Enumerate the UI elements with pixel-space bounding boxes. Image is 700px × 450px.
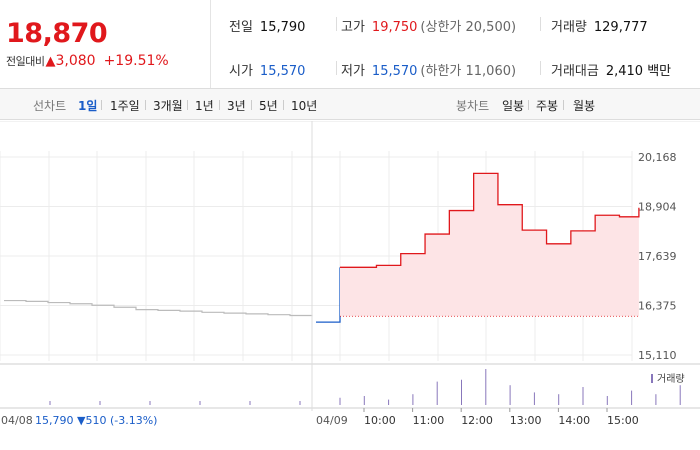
stat-value: 15,790 bbox=[259, 20, 306, 35]
tab-divider bbox=[528, 100, 529, 110]
x-tick-label: 14:00 bbox=[558, 414, 590, 427]
tab-daily-candle[interactable]: 일봉 bbox=[502, 99, 525, 113]
chart-period-tabs: 선차트 1일 1주일 3개월 1년 3년 5년 10년 봉차트 일봉 주봉 월봉 bbox=[0, 88, 700, 120]
prev-day-info: 15,790 ▼510 (-3.13%) bbox=[35, 414, 157, 427]
stat-value: 2,410 백만 bbox=[605, 64, 672, 79]
line-chart-label: 선차트 bbox=[33, 99, 67, 113]
stat-label: 고가 bbox=[341, 20, 365, 35]
tab-divider bbox=[219, 100, 220, 110]
stat-label: 거래대금 bbox=[551, 64, 599, 79]
stat-label: 전일 bbox=[229, 20, 253, 35]
tab-weekly-candle[interactable]: 주봉 bbox=[536, 99, 559, 113]
change-label: 전일대비 bbox=[6, 55, 45, 68]
stat-prev-close: 전일 15,790 bbox=[229, 16, 305, 35]
x-tick-label: 04/08 bbox=[1, 414, 33, 427]
price-stats: 전일 15,790 고가 19,750 (상한가 20,500) 거래량 129,777… bbox=[210, 0, 700, 88]
today-price-line bbox=[340, 172, 640, 268]
divider bbox=[336, 17, 337, 31]
stat-value: 129,777 bbox=[593, 20, 648, 35]
stat-open: 시가 15,570 bbox=[229, 60, 305, 79]
tab-1w[interactable]: 1주일 bbox=[110, 99, 140, 113]
open-segment-line bbox=[316, 267, 341, 323]
x-tick-label: 11:00 bbox=[413, 414, 445, 427]
stat-amount: 거래대금 2,410 백만 bbox=[551, 60, 671, 79]
x-tick-label: 12:00 bbox=[461, 414, 493, 427]
x-tick-label: 10:00 bbox=[364, 414, 396, 427]
tab-divider bbox=[187, 100, 188, 110]
stat-value: 15,570 bbox=[371, 64, 418, 79]
tab-monthly-candle[interactable]: 월봉 bbox=[573, 99, 596, 113]
x-tick-label: 04/09 bbox=[316, 414, 348, 427]
x-tick-label: 13:00 bbox=[510, 414, 542, 427]
stat-low: 저가 15,570 (하한가 11,060) bbox=[341, 60, 516, 79]
tab-divider bbox=[563, 100, 564, 110]
change-percent: +19.51% bbox=[103, 53, 169, 69]
tab-divider bbox=[251, 100, 252, 110]
today-fill-area bbox=[340, 173, 639, 317]
tab-10y[interactable]: 10년 bbox=[291, 99, 318, 113]
tab-1d[interactable]: 1일 bbox=[78, 99, 98, 113]
y-tick-label: 17,639 bbox=[638, 250, 677, 263]
tab-5y[interactable]: 5년 bbox=[259, 99, 278, 113]
stat-label: 시가 bbox=[229, 64, 253, 79]
stat-label: 거래량 bbox=[551, 20, 587, 35]
tab-divider bbox=[101, 100, 102, 110]
y-tick-label: 16,375 bbox=[638, 300, 677, 313]
y-tick-label: 15,110 bbox=[638, 349, 677, 362]
upper-limit: (상한가 20,500) bbox=[420, 20, 517, 35]
change-value: 3,080 bbox=[55, 53, 96, 69]
price-summary: 18,870 전일대비▲3,080 +19.51% bbox=[0, 0, 210, 88]
tab-3y[interactable]: 3년 bbox=[227, 99, 246, 113]
stat-value: 19,750 bbox=[371, 20, 418, 35]
divider bbox=[336, 61, 337, 75]
stat-high: 고가 19,750 (상한가 20,500) bbox=[341, 16, 516, 35]
tab-3m[interactable]: 3개월 bbox=[153, 99, 183, 113]
candle-chart-label: 봉차트 bbox=[456, 99, 490, 113]
tab-divider bbox=[283, 100, 284, 110]
volume-legend: 거래량 bbox=[657, 373, 685, 385]
y-tick-label: 18,904 bbox=[638, 201, 677, 214]
volume-legend-swatch bbox=[651, 374, 653, 383]
y-tick-label: 20,168 bbox=[638, 151, 677, 164]
change-line: 전일대비▲3,080 +19.51% bbox=[6, 53, 169, 69]
stat-label: 저가 bbox=[341, 64, 365, 79]
up-arrow-icon: ▲ bbox=[45, 54, 56, 69]
current-price: 18,870 bbox=[6, 18, 108, 49]
tab-divider bbox=[145, 100, 146, 110]
divider bbox=[540, 17, 541, 31]
lower-limit: (하한가 11,060) bbox=[420, 64, 517, 79]
tab-1y[interactable]: 1년 bbox=[195, 99, 214, 113]
x-tick-label: 15:00 bbox=[607, 414, 639, 427]
prev-day-line bbox=[4, 299, 313, 317]
stat-volume: 거래량 129,777 bbox=[551, 16, 648, 35]
divider bbox=[540, 61, 541, 75]
stat-value: 15,570 bbox=[259, 64, 306, 79]
